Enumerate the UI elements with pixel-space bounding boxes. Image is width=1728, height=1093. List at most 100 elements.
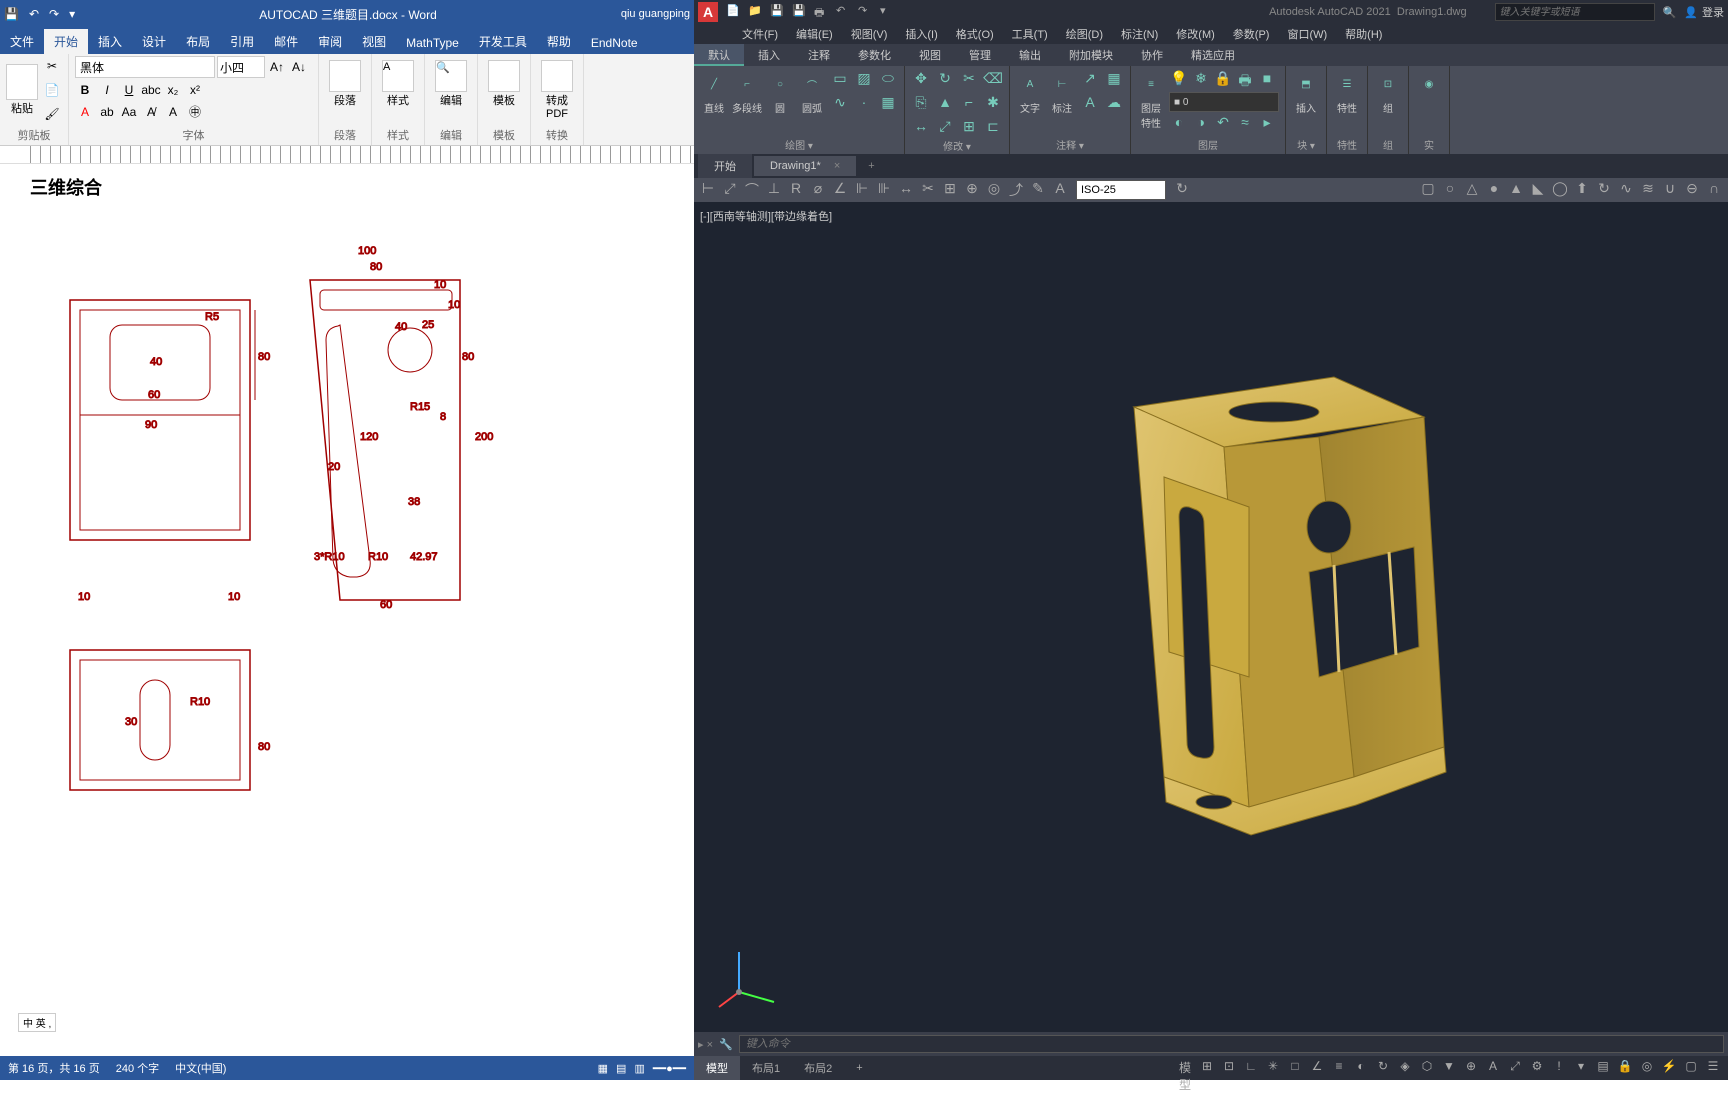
rotate-icon[interactable]: ↻ [935, 70, 955, 90]
word-user[interactable]: qiu guangping [621, 8, 690, 20]
menu-3[interactable]: 插入(I) [897, 24, 945, 44]
save-icon[interactable]: 💾 [770, 4, 786, 20]
solid-cyl-icon[interactable]: ○ [1440, 180, 1460, 200]
hatch-icon[interactable]: ▨ [854, 70, 874, 90]
highlight-button[interactable]: ab [97, 102, 117, 122]
solid-pyr-icon[interactable]: ▲ [1506, 180, 1526, 200]
annot-vis-icon[interactable]: A [1484, 1059, 1502, 1077]
dim-tedit-icon[interactable]: A [1050, 180, 1070, 200]
word-tab-0[interactable]: 文件 [0, 29, 44, 54]
polar-icon[interactable]: ✳ [1264, 1059, 1282, 1077]
dim-edit-icon[interactable]: ✎ [1028, 180, 1048, 200]
subscript-button[interactable]: x₂ [163, 80, 183, 100]
dim-linear-icon[interactable]: ⊢ [698, 180, 718, 200]
spline-icon[interactable]: ∿ [830, 94, 850, 114]
layout2-tab[interactable]: 布局2 [792, 1056, 844, 1080]
color-icon[interactable]: ■ [1257, 70, 1277, 90]
word-ruler[interactable] [0, 146, 694, 164]
explode-icon[interactable]: ✱ [983, 94, 1003, 114]
isolate-icon[interactable]: ◎ [1638, 1059, 1656, 1077]
insert-block-button[interactable]: ⬒插入 [1292, 70, 1320, 115]
close-tab-icon[interactable]: × [834, 160, 840, 172]
superscript-button[interactable]: x² [185, 80, 205, 100]
model-space-button[interactable]: 模型 [1176, 1059, 1194, 1077]
region-icon[interactable]: ▦ [878, 94, 898, 114]
model-tab[interactable]: 模型 [694, 1056, 740, 1080]
change-case-button[interactable]: Aa [119, 102, 139, 122]
bold-button[interactable]: B [75, 80, 95, 100]
dim-space-icon[interactable]: ↔ [896, 180, 916, 200]
properties-button[interactable]: ☰特性 [1333, 70, 1361, 115]
lwt-icon[interactable]: ≡ [1330, 1059, 1348, 1077]
line-tool[interactable]: ╱直线 [700, 70, 728, 115]
rtab-6[interactable]: 输出 [1005, 44, 1055, 66]
clean-screen-icon[interactable]: ▢ [1682, 1059, 1700, 1077]
menu-2[interactable]: 视图(V) [843, 24, 896, 44]
strike-button[interactable]: abc [141, 80, 161, 100]
word-tab-11[interactable]: 帮助 [537, 29, 581, 54]
extrude-icon[interactable]: ⬆ [1572, 180, 1592, 200]
move-icon[interactable]: ✥ [911, 70, 931, 90]
rtab-9[interactable]: 精选应用 [1177, 44, 1249, 66]
editing-button[interactable]: 🔍 编辑 [431, 56, 471, 112]
osnap-icon[interactable]: □ [1286, 1059, 1304, 1077]
copy-icon[interactable]: ⎘ [911, 94, 931, 114]
dim-update-icon[interactable]: ↻ [1172, 180, 1192, 200]
erase-icon[interactable]: ⌫ [983, 70, 1003, 90]
annot-monitor-icon[interactable]: ! [1550, 1059, 1568, 1077]
dimstyle-dropdown[interactable] [1076, 180, 1166, 200]
rtab-3[interactable]: 参数化 [844, 44, 905, 66]
sweep-icon[interactable]: ∿ [1616, 180, 1636, 200]
mirror-icon[interactable]: ▲ [935, 94, 955, 114]
layer-match-icon[interactable]: ≈ [1235, 114, 1255, 134]
autoscale-icon[interactable]: ⤢ [1506, 1059, 1524, 1077]
rtab-5[interactable]: 管理 [955, 44, 1005, 66]
dim-break-icon[interactable]: ✂ [918, 180, 938, 200]
menu-9[interactable]: 参数(P) [1225, 24, 1278, 44]
polyline-tool[interactable]: ⌐多段线 [732, 70, 762, 115]
word-tab-3[interactable]: 设计 [132, 29, 176, 54]
autocad-logo-icon[interactable]: A [698, 2, 718, 22]
util-button[interactable]: ◉ [1415, 70, 1443, 98]
search-icon[interactable]: 🔍 [1663, 6, 1677, 19]
menu-5[interactable]: 工具(T) [1004, 24, 1056, 44]
word-tab-4[interactable]: 布局 [176, 29, 220, 54]
offset-icon[interactable]: ⊏ [983, 118, 1003, 138]
dim-arc-icon[interactable]: ⌒ [742, 180, 762, 200]
word-tab-12[interactable]: EndNote [581, 32, 648, 54]
transparency-icon[interactable]: ◐ [1352, 1059, 1370, 1077]
add-tab-button[interactable]: + [858, 156, 884, 176]
undo-icon[interactable]: ↶ [29, 7, 39, 21]
qprops-icon[interactable]: ▤ [1594, 1059, 1612, 1077]
rtab-4[interactable]: 视图 [905, 44, 955, 66]
word-document[interactable]: 三维综合 R5 40 60 80 90 10 10 [0, 164, 694, 1056]
page-count[interactable]: 第 16 页，共 16 页 [8, 1060, 100, 1076]
layer-dropdown[interactable]: ■ 0 [1169, 92, 1279, 112]
cloud-icon[interactable]: ☁ [1104, 94, 1124, 114]
viewport-label[interactable]: [-][西南等轴测][带边缘着色] [700, 208, 832, 224]
rtab-8[interactable]: 协作 [1127, 44, 1177, 66]
grid-icon[interactable]: ⊞ [1198, 1059, 1216, 1077]
layer-walk-icon[interactable]: ▸ [1257, 114, 1277, 134]
filter-icon[interactable]: ▼ [1440, 1059, 1458, 1077]
arc-tool[interactable]: ⌒圆弧 [798, 70, 826, 115]
otrack-icon[interactable]: ∠ [1308, 1059, 1326, 1077]
ortho-icon[interactable]: ∟ [1242, 1059, 1260, 1077]
layer-iso-icon[interactable]: ◑ [1191, 114, 1211, 134]
plot-layer-icon[interactable]: 🖶 [1235, 70, 1255, 90]
trim-icon[interactable]: ✂ [959, 70, 979, 90]
units-icon[interactable]: ▾ [1572, 1059, 1590, 1077]
dim-jog-icon[interactable]: ⤴ [1006, 180, 1026, 200]
rtab-2[interactable]: 注释 [794, 44, 844, 66]
loft-icon[interactable]: ≋ [1638, 180, 1658, 200]
dim-radius-icon[interactable]: R [786, 180, 806, 200]
word-tab-5[interactable]: 引用 [220, 29, 264, 54]
word-tab-1[interactable]: 开始 [44, 29, 88, 54]
rtab-7[interactable]: 附加模块 [1055, 44, 1127, 66]
qat-dropdown-icon[interactable]: ▾ [880, 4, 896, 20]
array-icon[interactable]: ⊞ [959, 118, 979, 138]
customize-icon[interactable]: ☰ [1704, 1059, 1722, 1077]
grow-font-icon[interactable]: A↑ [267, 57, 287, 77]
styles-button[interactable]: A 样式 [378, 56, 418, 112]
snap-icon[interactable]: ⊡ [1220, 1059, 1238, 1077]
